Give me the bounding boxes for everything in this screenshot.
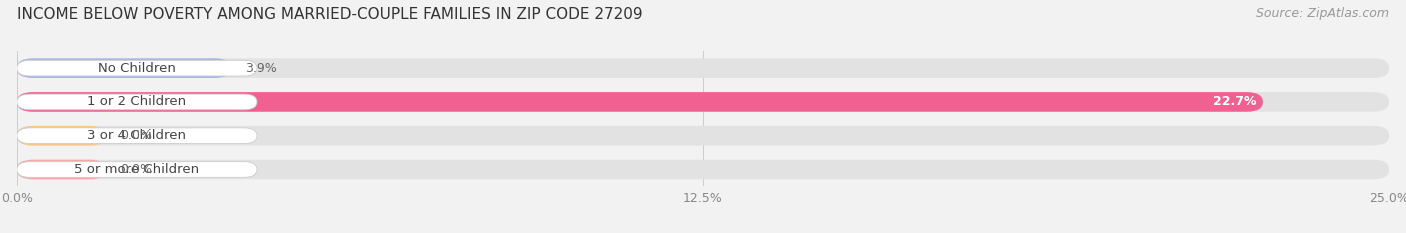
FancyBboxPatch shape [17, 60, 257, 76]
FancyBboxPatch shape [17, 94, 257, 110]
Text: 5 or more Children: 5 or more Children [75, 163, 200, 176]
Text: 0.0%: 0.0% [120, 163, 152, 176]
FancyBboxPatch shape [17, 126, 105, 146]
Text: 22.7%: 22.7% [1212, 96, 1256, 108]
Text: No Children: No Children [98, 62, 176, 75]
Text: 3 or 4 Children: 3 or 4 Children [87, 129, 187, 142]
FancyBboxPatch shape [17, 92, 1263, 112]
FancyBboxPatch shape [17, 160, 105, 179]
Text: INCOME BELOW POVERTY AMONG MARRIED-COUPLE FAMILIES IN ZIP CODE 27209: INCOME BELOW POVERTY AMONG MARRIED-COUPL… [17, 7, 643, 22]
FancyBboxPatch shape [17, 126, 1389, 146]
Text: 0.0%: 0.0% [120, 129, 152, 142]
Text: Source: ZipAtlas.com: Source: ZipAtlas.com [1256, 7, 1389, 20]
FancyBboxPatch shape [17, 92, 1389, 112]
FancyBboxPatch shape [17, 128, 257, 144]
FancyBboxPatch shape [17, 160, 1389, 179]
Text: 3.9%: 3.9% [245, 62, 277, 75]
FancyBboxPatch shape [17, 58, 231, 78]
Text: 1 or 2 Children: 1 or 2 Children [87, 96, 187, 108]
FancyBboxPatch shape [17, 162, 257, 177]
FancyBboxPatch shape [17, 58, 1389, 78]
